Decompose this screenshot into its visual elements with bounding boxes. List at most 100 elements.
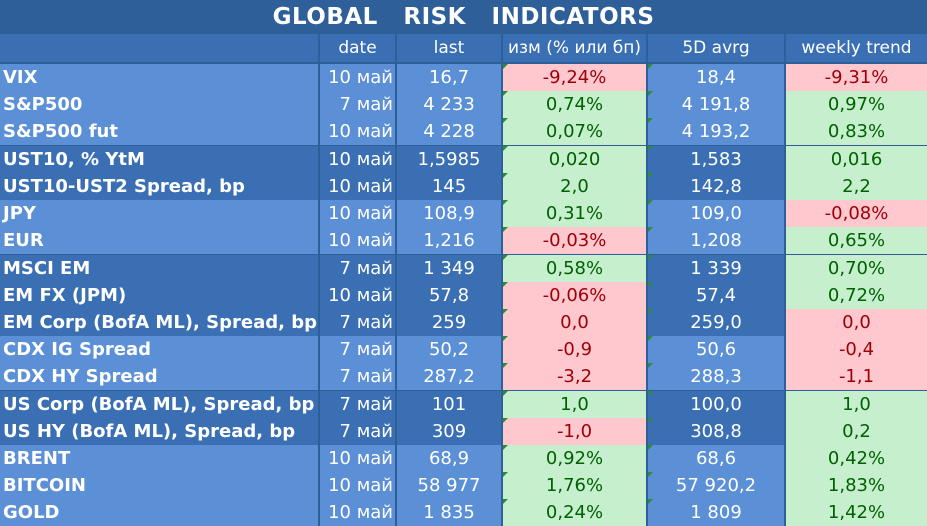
indicator-weekly-trend-text: -1,1 bbox=[838, 366, 875, 387]
indicator-change: 2,0 bbox=[503, 173, 646, 200]
indicator-5d-average-text: 259,0 bbox=[690, 312, 742, 333]
indicator-5d-average: 308,8 bbox=[648, 418, 784, 445]
indicator-change: -0,06% bbox=[503, 282, 646, 309]
indicator-name: JPY bbox=[0, 200, 318, 227]
indicator-weekly-trend-text: 0,65% bbox=[827, 230, 886, 251]
indicator-last-text: 259 bbox=[431, 312, 467, 333]
indicator-name: VIX bbox=[0, 64, 318, 91]
indicator-name-text: VIX bbox=[3, 67, 38, 88]
indicator-weekly-trend-text: 0,83% bbox=[827, 121, 886, 142]
indicator-date: 7 май bbox=[320, 309, 395, 336]
indicator-date: 10 май bbox=[320, 227, 395, 254]
cell-note-marker bbox=[648, 336, 653, 341]
indicator-weekly-trend-text: -0,08% bbox=[824, 203, 889, 224]
indicator-last: 50,2 bbox=[397, 336, 501, 363]
indicator-5d-average-text: 100,0 bbox=[690, 394, 742, 415]
indicator-date-text: 7 май bbox=[339, 394, 393, 415]
cell-note-marker bbox=[648, 118, 653, 123]
cell-note-marker bbox=[503, 418, 508, 423]
indicator-date: 10 май bbox=[320, 445, 395, 472]
indicator-5d-average-text: 1,583 bbox=[690, 149, 742, 170]
indicator-5d-average-text: 68,6 bbox=[695, 448, 737, 469]
indicator-weekly-trend-text: 0,0 bbox=[842, 312, 871, 333]
indicator-last-text: 58 977 bbox=[417, 475, 481, 496]
indicator-change-text: 1,0 bbox=[560, 394, 589, 415]
indicator-change: -1,0 bbox=[503, 418, 646, 445]
cell-note-marker bbox=[648, 227, 653, 232]
indicator-name: S&P500 bbox=[0, 91, 318, 118]
table-row: UST10, % YtM 10 май 1,5985 0,020 1,583 0,016 bbox=[0, 146, 927, 173]
indicator-change-text: 0,31% bbox=[545, 203, 604, 224]
indicator-change: 0,0 bbox=[503, 309, 646, 336]
indicator-5d-average-text: 1 809 bbox=[690, 502, 742, 523]
indicator-last: 58 977 bbox=[397, 472, 501, 499]
indicator-weekly-trend: 0,0 bbox=[786, 309, 927, 336]
indicator-5d-average: 68,6 bbox=[648, 445, 784, 472]
indicator-weekly-trend: 0,70% bbox=[786, 255, 927, 282]
table-row: VIX 10 май 16,7 -9,24% 18,4 -9,31% bbox=[0, 64, 927, 91]
indicator-date: 10 май bbox=[320, 64, 395, 91]
cell-note-marker bbox=[503, 255, 508, 260]
indicator-date: 7 май bbox=[320, 391, 395, 418]
cell-note-marker bbox=[503, 363, 508, 368]
indicator-5d-average: 1,583 bbox=[648, 146, 784, 173]
indicator-last: 309 bbox=[397, 418, 501, 445]
indicator-change-text: 2,0 bbox=[560, 176, 589, 197]
table-row: EM Corp (BofA ML), Spread, bp 7 май 259 0,0… bbox=[0, 309, 927, 336]
indicator-5d-average-text: 57 920,2 bbox=[675, 475, 757, 496]
indicator-weekly-trend: 1,83% bbox=[786, 472, 927, 499]
indicator-weekly-trend-text: 1,0 bbox=[842, 394, 871, 415]
cell-note-marker bbox=[503, 227, 508, 232]
indicator-weekly-trend: 0,97% bbox=[786, 91, 927, 118]
indicator-weekly-trend-text: -0,4 bbox=[838, 339, 875, 360]
indicator-5d-average: 57,4 bbox=[648, 282, 784, 309]
indicator-5d-average: 1,208 bbox=[648, 227, 784, 254]
indicator-date: 7 май bbox=[320, 418, 395, 445]
indicator-change-text: 0,58% bbox=[545, 258, 604, 279]
indicator-last-text: 1 349 bbox=[423, 258, 475, 279]
indicator-last: 1 349 bbox=[397, 255, 501, 282]
header-name bbox=[0, 34, 318, 62]
indicator-date-text: 7 май bbox=[339, 258, 393, 279]
cell-note-marker bbox=[648, 200, 653, 205]
indicator-last-text: 4 233 bbox=[423, 94, 475, 115]
cell-note-marker bbox=[503, 336, 508, 341]
indicator-weekly-trend: 0,2 bbox=[786, 418, 927, 445]
indicator-name-text: UST10-UST2 Spread, bp bbox=[3, 176, 245, 197]
indicator-weekly-trend-text: 2,2 bbox=[842, 176, 871, 197]
indicator-last-text: 16,7 bbox=[428, 67, 470, 88]
indicator-date: 10 май bbox=[320, 200, 395, 227]
indicator-last: 287,2 bbox=[397, 363, 501, 390]
header-date: date bbox=[320, 34, 395, 62]
table-row: EUR 10 май 1,216 -0,03% 1,208 0,65% bbox=[0, 227, 927, 254]
indicator-last: 4 233 bbox=[397, 91, 501, 118]
indicator-date-text: 7 май bbox=[339, 366, 393, 387]
cell-note-marker bbox=[503, 282, 508, 287]
indicator-change-text: -0,06% bbox=[542, 285, 607, 306]
indicator-last-text: 57,8 bbox=[428, 285, 470, 306]
indicator-weekly-trend: 0,42% bbox=[786, 445, 927, 472]
header-weekly-trend: weekly trend bbox=[786, 34, 927, 62]
indicator-date-text: 7 май bbox=[339, 94, 393, 115]
indicator-weekly-trend: -9,31% bbox=[786, 64, 927, 91]
indicator-name: UST10-UST2 Spread, bp bbox=[0, 173, 318, 200]
indicator-last-text: 108,9 bbox=[423, 203, 475, 224]
cell-note-marker bbox=[648, 391, 653, 396]
indicator-date: 7 май bbox=[320, 255, 395, 282]
indicator-weekly-trend: 2,2 bbox=[786, 173, 927, 200]
indicator-5d-average: 57 920,2 bbox=[648, 472, 784, 499]
indicator-change: 1,76% bbox=[503, 472, 646, 499]
indicator-5d-average: 142,8 bbox=[648, 173, 784, 200]
indicator-date: 10 май bbox=[320, 146, 395, 173]
indicator-name: S&P500 fut bbox=[0, 118, 318, 145]
table-row: EM FX (JPM) 10 май 57,8 -0,06% 57,4 0,72% bbox=[0, 282, 927, 309]
table-row: BITCOIN 10 май 58 977 1,76% 57 920,2 1,83% bbox=[0, 472, 927, 499]
indicator-last: 4 228 bbox=[397, 118, 501, 145]
cell-note-marker bbox=[648, 282, 653, 287]
indicator-weekly-trend: 0,016 bbox=[786, 146, 927, 173]
indicator-5d-average: 1 339 bbox=[648, 255, 784, 282]
table-row: CDX HY Spread 7 май 287,2 -3,2 288,3 -1,1 bbox=[0, 363, 927, 390]
indicator-weekly-trend-text: 0,97% bbox=[827, 94, 886, 115]
table-row: US HY (BofA ML), Spread, bp 7 май 309 -1,0 3… bbox=[0, 418, 927, 445]
